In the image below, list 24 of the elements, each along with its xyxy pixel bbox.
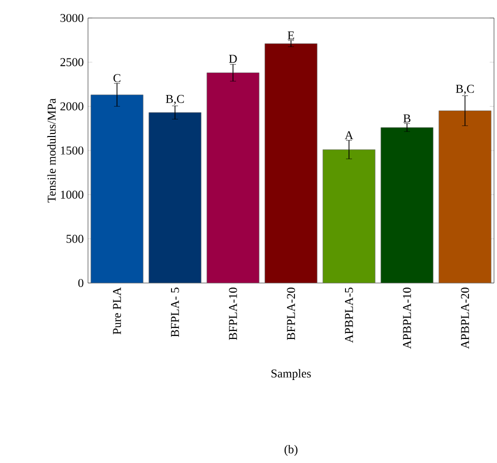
- annotation: B: [403, 114, 410, 122]
- x-tick-label: APBPLA-20: [460, 288, 470, 349]
- y-tick-label: 2500: [60, 58, 84, 66]
- x-tick-label: Pure PLA: [112, 287, 121, 334]
- y-tick-label: 3000: [60, 14, 84, 22]
- text: (b): [284, 444, 298, 456]
- annotation: C: [113, 74, 120, 82]
- y-tick-label: 2000: [60, 102, 84, 110]
- x-tick-label: APBPLA-5: [345, 288, 353, 343]
- y-tick-label: 1500: [60, 146, 84, 155]
- y-tick-label: 1000: [60, 190, 84, 199]
- annotation: B,C: [456, 84, 474, 95]
- y-axis-title: Tensile modulus/MPa: [47, 98, 56, 202]
- y-tick-label: 0: [78, 278, 84, 288]
- x-tick-label: BFPLA-20: [286, 288, 296, 340]
- x-tick-label: BFPLA-10: [228, 288, 238, 340]
- x-axis-title: Samples: [272, 369, 311, 380]
- annotation: B,C: [166, 94, 184, 105]
- y-tick-label: 500: [66, 234, 84, 243]
- annotation: A: [344, 131, 354, 140]
- x-tick-label: BFPLA- 5: [170, 288, 179, 337]
- annotation: E: [288, 31, 294, 40]
- annotation: D: [229, 54, 237, 63]
- x-tick-label: APBPLA-10: [402, 288, 412, 349]
